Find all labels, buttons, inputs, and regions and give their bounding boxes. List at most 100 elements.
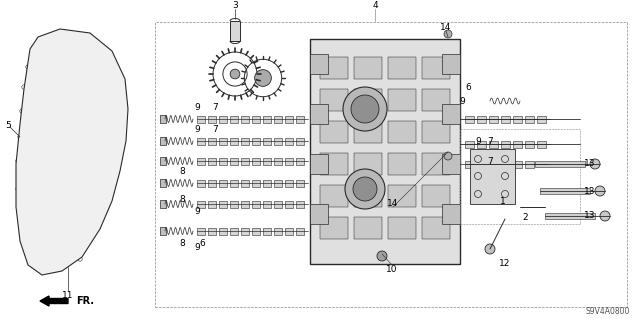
Bar bbox=[219, 180, 227, 187]
Bar bbox=[442, 104, 460, 124]
Text: 14: 14 bbox=[440, 23, 452, 32]
Bar bbox=[252, 227, 260, 234]
FancyArrow shape bbox=[40, 296, 68, 306]
Bar bbox=[477, 160, 486, 167]
Bar bbox=[197, 137, 205, 145]
Bar bbox=[388, 57, 416, 79]
Bar bbox=[422, 121, 450, 143]
Bar bbox=[388, 89, 416, 111]
Bar bbox=[320, 121, 348, 143]
Circle shape bbox=[485, 244, 495, 254]
Bar bbox=[477, 140, 486, 147]
Text: 9: 9 bbox=[459, 97, 465, 106]
Bar bbox=[310, 154, 328, 174]
Text: 9: 9 bbox=[475, 137, 481, 145]
Bar bbox=[525, 160, 534, 167]
Bar bbox=[230, 137, 238, 145]
Bar bbox=[285, 137, 293, 145]
Circle shape bbox=[230, 69, 240, 79]
Text: 1: 1 bbox=[500, 197, 506, 205]
Text: 7: 7 bbox=[212, 102, 218, 112]
Bar bbox=[241, 227, 249, 234]
Bar bbox=[296, 180, 304, 187]
Bar bbox=[160, 115, 166, 123]
Circle shape bbox=[444, 152, 452, 160]
Bar bbox=[197, 158, 205, 165]
Bar bbox=[442, 154, 460, 174]
Bar bbox=[241, 137, 249, 145]
Bar bbox=[274, 158, 282, 165]
Bar bbox=[197, 115, 205, 122]
Bar bbox=[241, 201, 249, 207]
Text: 13: 13 bbox=[584, 211, 596, 220]
Bar bbox=[219, 137, 227, 145]
Bar bbox=[263, 115, 271, 122]
Bar bbox=[489, 140, 498, 147]
Bar bbox=[296, 115, 304, 122]
Text: 8: 8 bbox=[179, 195, 185, 204]
Bar bbox=[388, 185, 416, 207]
Bar bbox=[320, 57, 348, 79]
Bar bbox=[285, 227, 293, 234]
Bar bbox=[320, 217, 348, 239]
Bar bbox=[241, 158, 249, 165]
Bar bbox=[160, 227, 166, 235]
Text: 7: 7 bbox=[487, 157, 493, 166]
Bar bbox=[320, 153, 348, 175]
Text: 5: 5 bbox=[5, 121, 11, 130]
Bar bbox=[219, 158, 227, 165]
Bar bbox=[310, 54, 328, 74]
Circle shape bbox=[377, 251, 387, 261]
Bar bbox=[230, 201, 238, 207]
Text: FR.: FR. bbox=[76, 296, 94, 306]
Bar bbox=[208, 227, 216, 234]
Bar bbox=[470, 149, 515, 204]
Bar bbox=[160, 157, 166, 165]
Bar bbox=[525, 140, 534, 147]
Bar bbox=[422, 89, 450, 111]
Bar bbox=[422, 153, 450, 175]
Bar bbox=[155, 22, 627, 307]
Bar bbox=[465, 115, 474, 122]
Bar bbox=[230, 180, 238, 187]
Text: 6: 6 bbox=[465, 83, 471, 92]
Bar bbox=[285, 201, 293, 207]
Bar bbox=[501, 160, 510, 167]
Bar bbox=[354, 217, 382, 239]
Text: 9: 9 bbox=[194, 124, 200, 133]
Bar bbox=[422, 185, 450, 207]
Text: 2: 2 bbox=[522, 212, 528, 221]
Bar bbox=[219, 201, 227, 207]
Bar bbox=[296, 201, 304, 207]
Circle shape bbox=[343, 87, 387, 131]
Bar bbox=[442, 204, 460, 224]
Bar bbox=[513, 140, 522, 147]
Bar bbox=[197, 180, 205, 187]
Bar bbox=[354, 153, 382, 175]
Bar bbox=[208, 115, 216, 122]
Bar bbox=[263, 180, 271, 187]
Bar bbox=[252, 137, 260, 145]
Text: 10: 10 bbox=[387, 264, 397, 273]
Bar bbox=[197, 227, 205, 234]
Bar bbox=[263, 227, 271, 234]
Bar bbox=[320, 89, 348, 111]
Bar bbox=[388, 121, 416, 143]
Bar bbox=[296, 137, 304, 145]
Bar bbox=[208, 180, 216, 187]
Text: 14: 14 bbox=[387, 199, 399, 209]
Text: 9: 9 bbox=[194, 242, 200, 251]
Bar bbox=[274, 227, 282, 234]
Bar bbox=[252, 201, 260, 207]
Bar bbox=[320, 185, 348, 207]
Bar bbox=[296, 158, 304, 165]
Bar bbox=[354, 121, 382, 143]
Bar bbox=[160, 137, 166, 145]
Text: 13: 13 bbox=[584, 160, 596, 168]
Bar bbox=[513, 115, 522, 122]
Text: 11: 11 bbox=[62, 291, 74, 300]
Circle shape bbox=[351, 95, 379, 123]
Bar bbox=[263, 201, 271, 207]
Text: S9V4A0800: S9V4A0800 bbox=[586, 308, 630, 316]
Bar bbox=[241, 115, 249, 122]
